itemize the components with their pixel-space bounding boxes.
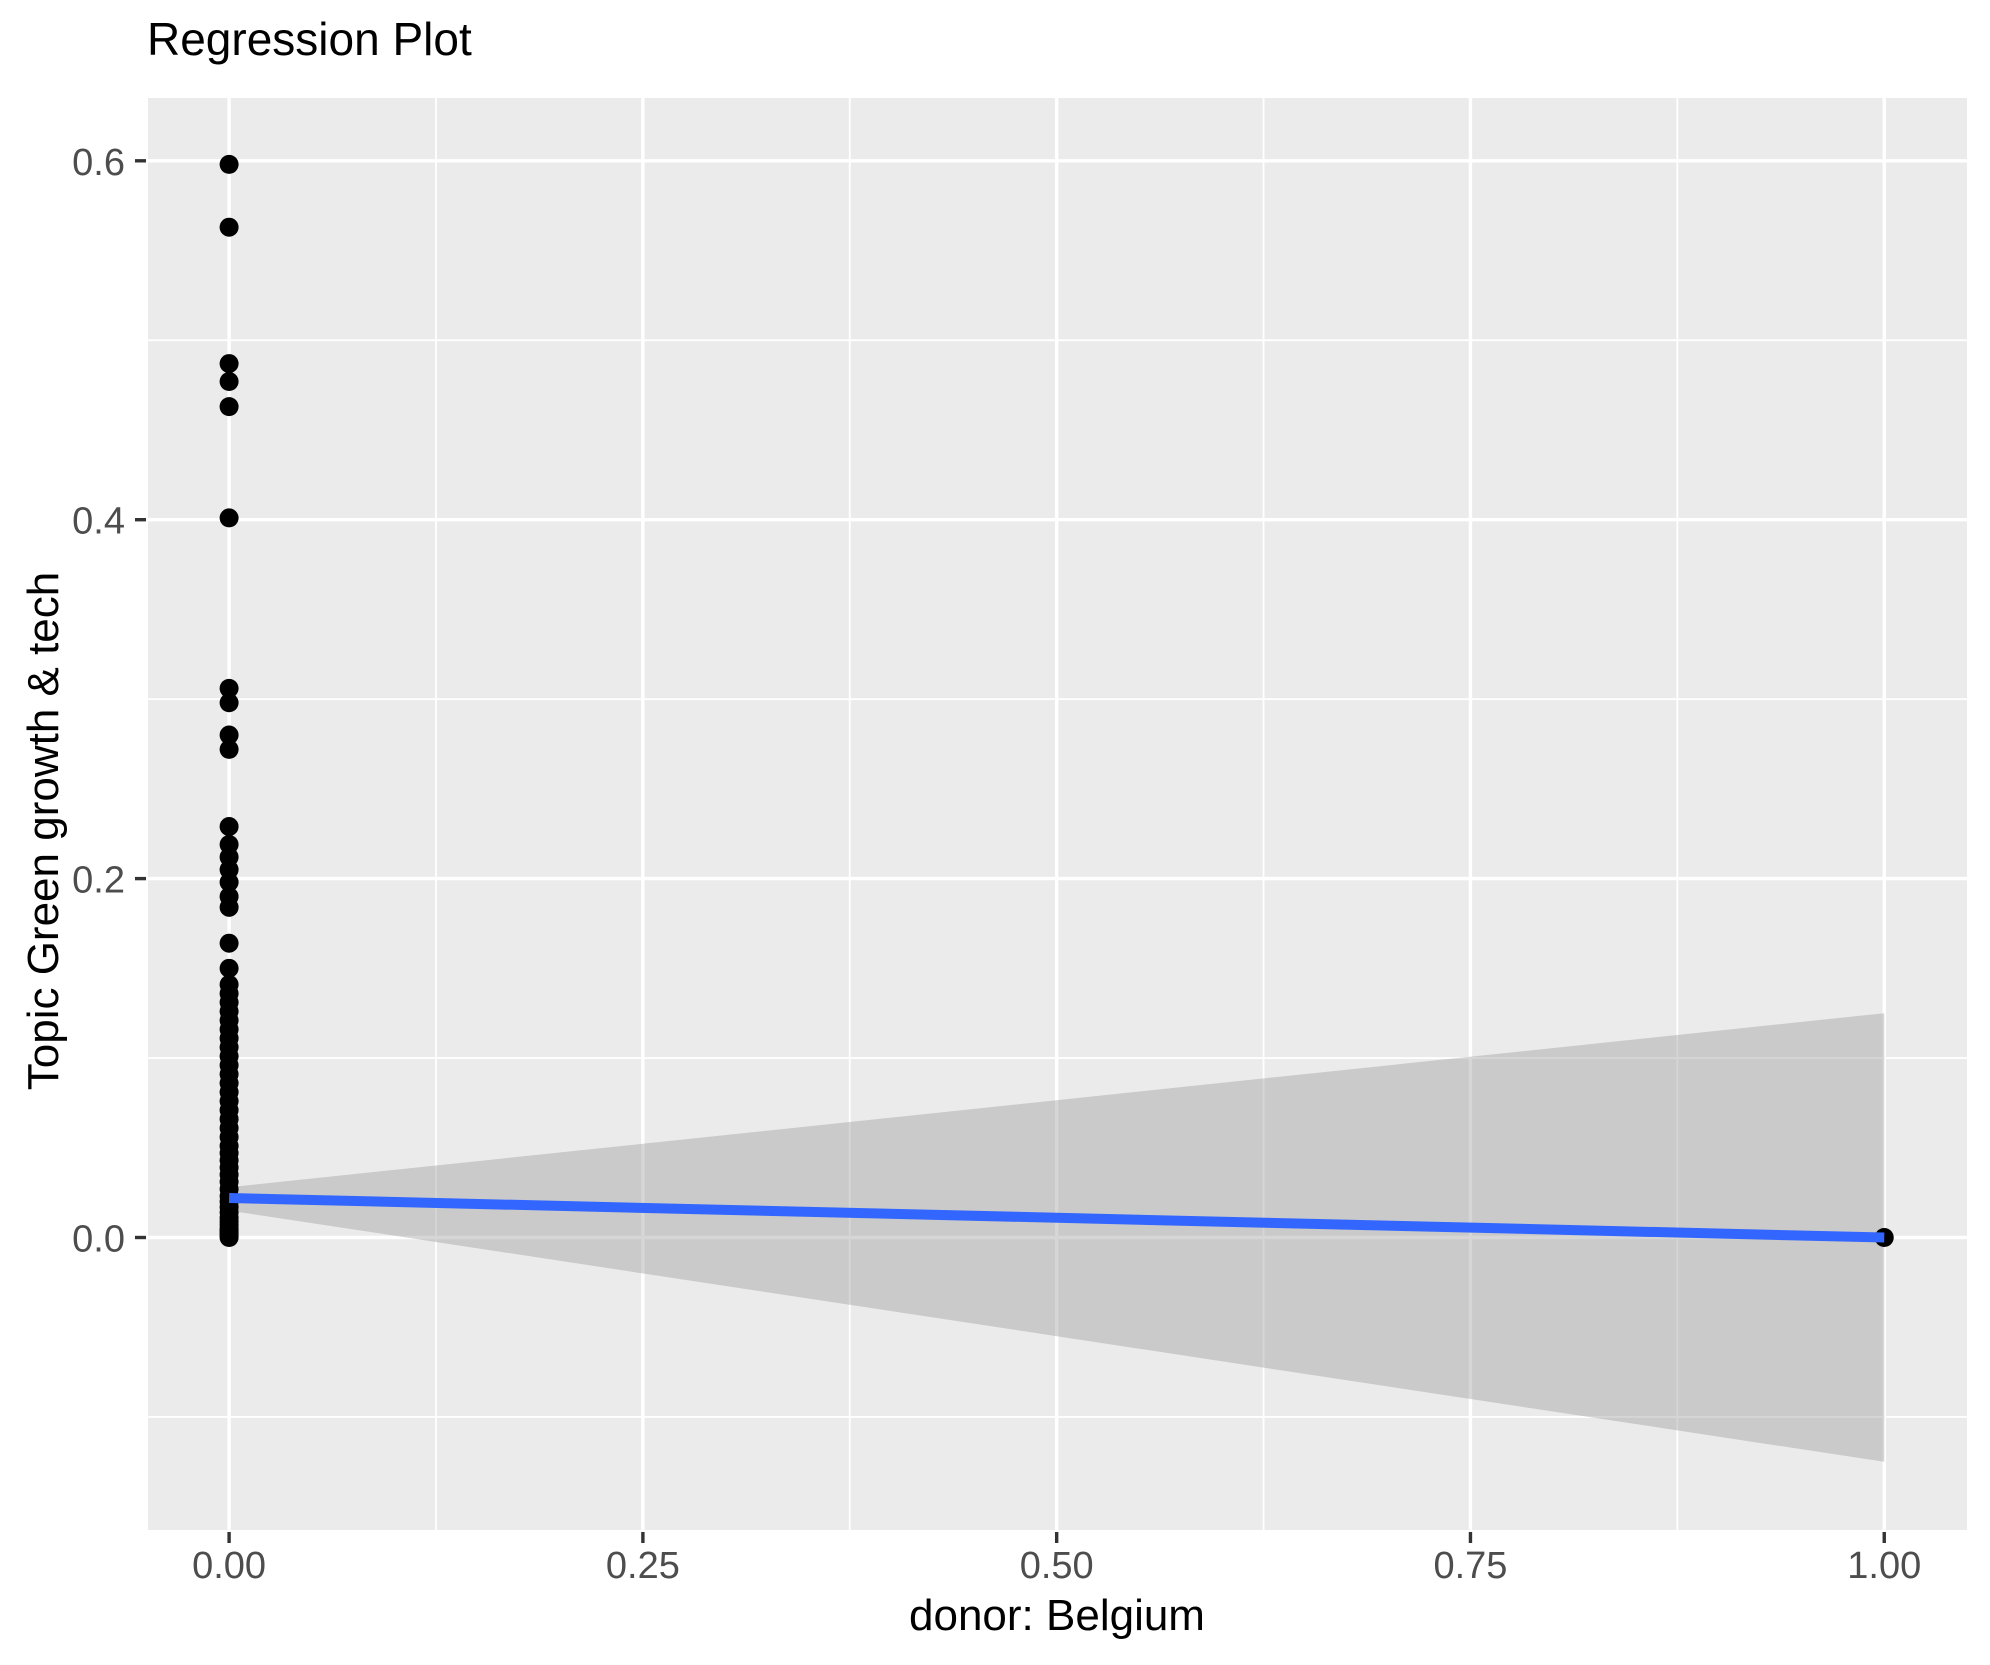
x-tick-label: 0.50 — [1020, 1545, 1094, 1587]
confidence-band — [229, 1013, 1885, 1462]
scatter-points — [219, 154, 1894, 1247]
data-point — [219, 693, 239, 713]
data-point — [219, 725, 239, 745]
data-point — [219, 1227, 239, 1247]
x-tick-label: 1.00 — [1847, 1545, 1921, 1587]
x-axis-title: donor: Belgium — [909, 1591, 1205, 1640]
data-point — [219, 958, 239, 978]
x-tick-label: 0.75 — [1433, 1545, 1507, 1587]
data-point — [219, 397, 239, 417]
regression-line-layer — [228, 1193, 1885, 1243]
data-point — [219, 217, 239, 237]
y-tick-label: 0.2 — [72, 860, 125, 902]
y-axis-title: Topic Green growth & tech — [19, 572, 68, 1090]
y-tick-label: 0.0 — [72, 1218, 125, 1260]
data-point — [219, 678, 239, 698]
data-point — [219, 872, 239, 892]
data-point — [219, 372, 239, 392]
data-point — [219, 354, 239, 374]
axes-layer: 0.00 0.25 0.50 0.75 1.00 0.0 0.2 0.4 0.6 — [72, 142, 1921, 1587]
data-point — [219, 817, 239, 837]
data-point — [219, 739, 239, 759]
regression-line — [228, 1193, 1885, 1243]
y-tick-label: 0.4 — [72, 501, 125, 543]
x-tick-label: 0.00 — [192, 1545, 266, 1587]
data-point — [219, 154, 239, 174]
y-tick-label: 0.6 — [72, 142, 125, 184]
confidence-band-layer — [229, 1013, 1885, 1462]
data-point — [219, 897, 239, 917]
x-tick-label: 0.25 — [606, 1545, 680, 1587]
data-point — [219, 933, 239, 953]
plot-title: Regression Plot — [147, 13, 472, 65]
data-point — [219, 508, 239, 528]
gridlines-layer — [148, 98, 1967, 1530]
